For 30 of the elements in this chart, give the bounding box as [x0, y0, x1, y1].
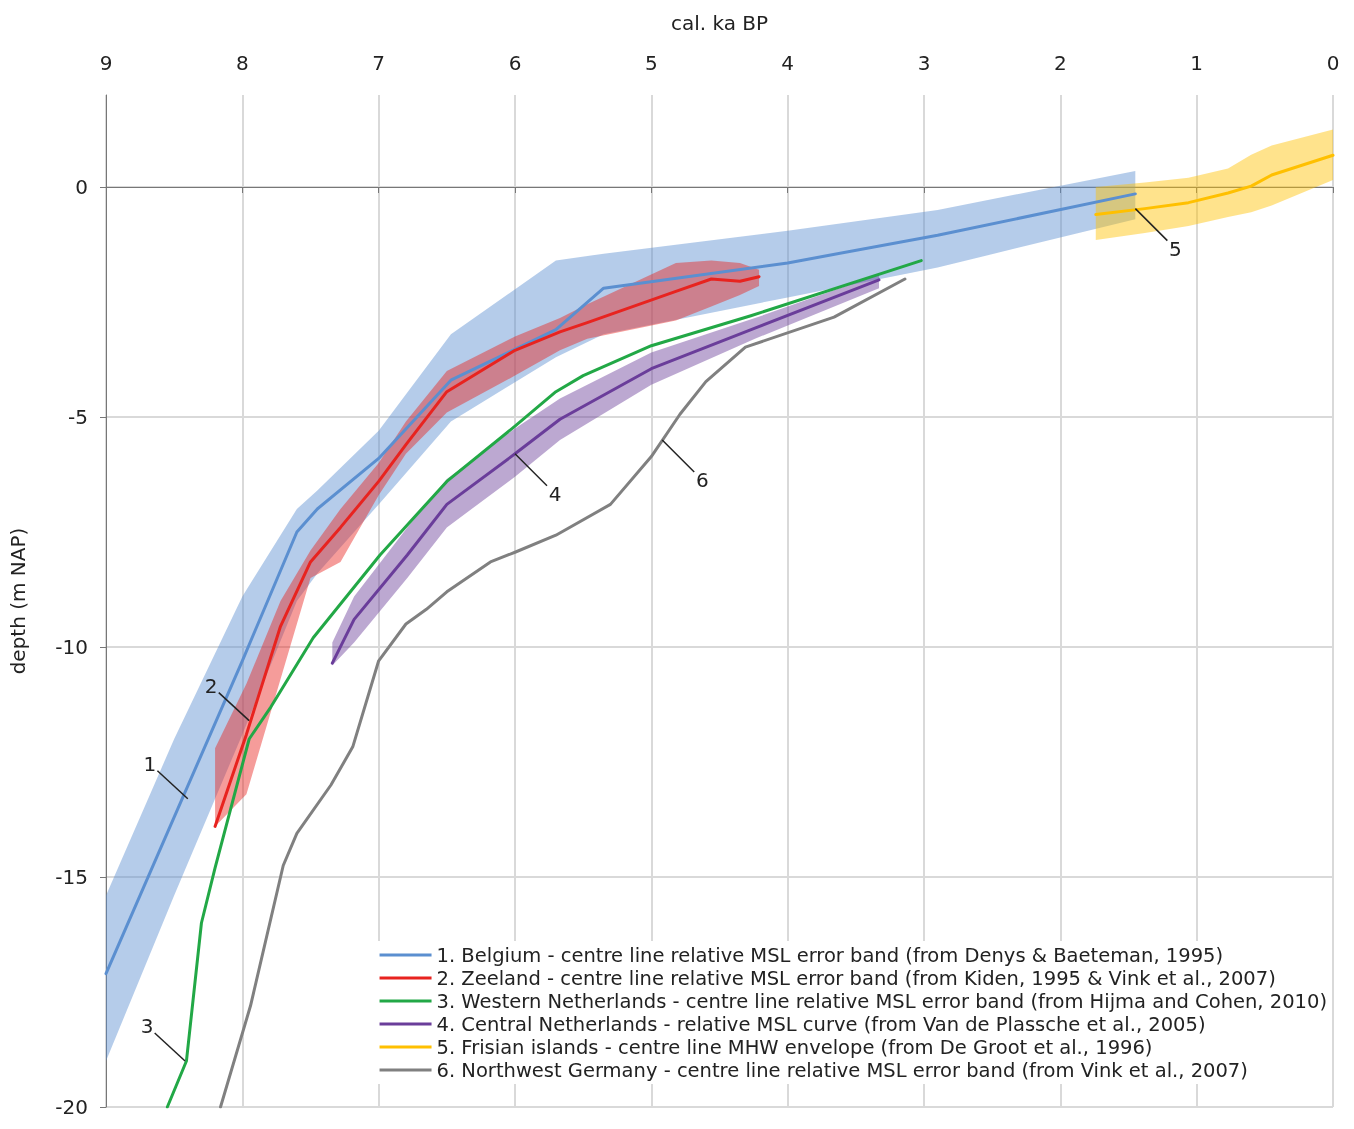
y-tick-label: -15: [55, 865, 88, 889]
x-tick-label: 5: [644, 51, 658, 75]
legend-label: 4. Central Netherlands - relative MSL curve (from Van de Plassche et al., 2005): [436, 1012, 1206, 1036]
legend-label: 3. Western Netherlands - centre line relative MSL error band (from Hijma and Cohen, 2010): [436, 989, 1328, 1013]
x-tick-label: 2: [1053, 51, 1067, 75]
y-tick-label: 0: [75, 175, 88, 199]
annotation: 6: [695, 468, 709, 492]
legend-label: 1. Belgium - centre line relative MSL error band (from Denys & Baeteman, 1995): [436, 943, 1224, 967]
annotation: 1: [143, 751, 157, 776]
x-tick-label: 1: [1190, 51, 1204, 75]
legend-label: 5. Frisian islands - centre line MHW envelope (from De Groot et al., 1996): [436, 1035, 1153, 1059]
x-tick-label: 9: [99, 51, 113, 75]
line-series: [1094, 153, 1335, 217]
legend-label: 2. Zeeland - centre line relative MSL error band (from Kiden, 1995 & Vink et al., 2007): [436, 966, 1276, 990]
x-tick-label: 7: [372, 51, 386, 75]
y-tick-label: -5: [68, 405, 88, 429]
x-tick-label: 0: [1326, 51, 1340, 75]
y-tick-label: -20: [55, 1095, 88, 1119]
x-tick-label: 6: [508, 51, 522, 75]
annotation: 5: [1168, 236, 1182, 261]
y-tick-label: -10: [55, 635, 88, 659]
annotation: 4: [548, 481, 562, 506]
legend-label: 6. Northwest Germany - centre line relative MSL error band (from Vink et al., 2007): [436, 1058, 1248, 1082]
y-axis-title: depth (m NAP): [6, 527, 30, 675]
x-tick-label: 4: [781, 51, 795, 75]
x-tick-label: 8: [235, 51, 249, 75]
x-axis-title: cal. ka BP: [670, 11, 769, 35]
x-tick-label: 3: [917, 51, 931, 75]
annotation: 3: [140, 1014, 154, 1038]
annotation: 2: [204, 673, 218, 698]
